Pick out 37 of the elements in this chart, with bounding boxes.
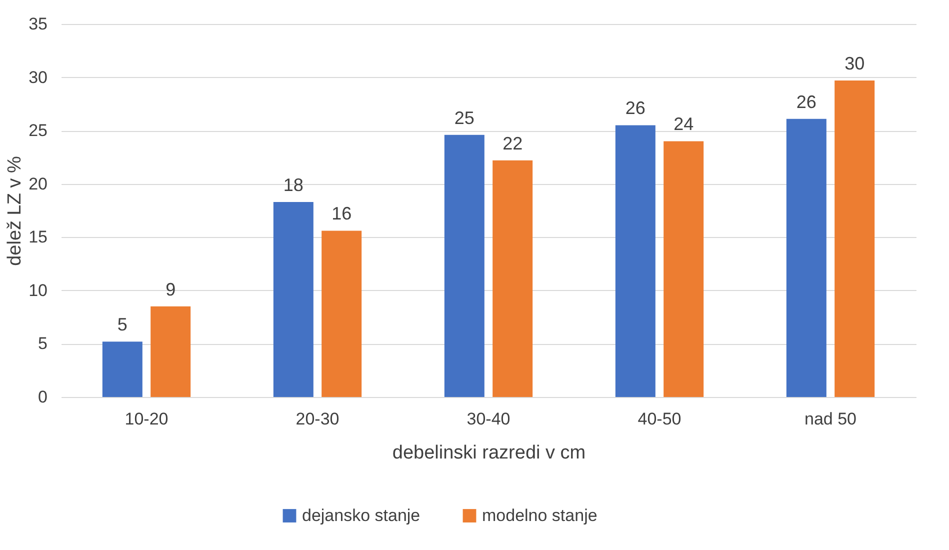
x-tick-label: nad 50 — [804, 410, 856, 428]
x-axis-title: debelinski razredi v cm — [392, 442, 586, 464]
y-axis-title: delež LZ v % — [4, 156, 26, 266]
data-label: 5 — [117, 314, 128, 335]
y-tick-label: 10 — [28, 280, 48, 300]
bar — [615, 125, 656, 397]
data-label: 18 — [283, 174, 304, 195]
x-tick-label: 20-30 — [296, 410, 340, 428]
bar — [664, 141, 704, 397]
bar — [444, 134, 484, 397]
x-tick-label: 40-50 — [638, 410, 682, 428]
bar — [786, 118, 826, 397]
legend-label: dejansko stanje — [302, 506, 420, 525]
data-label: 25 — [454, 108, 474, 128]
bar — [322, 230, 362, 397]
y-tick-label: 20 — [28, 174, 48, 194]
y-tick-label: 0 — [38, 388, 48, 406]
data-label: 26 — [796, 92, 816, 112]
x-tick-label: 10-20 — [124, 410, 168, 428]
legend-label: modelno stanje — [482, 506, 598, 525]
data-label: 16 — [332, 204, 352, 224]
bar — [492, 160, 533, 397]
data-label: 24 — [674, 114, 694, 134]
y-tick-label: 35 — [28, 14, 48, 34]
y-tick-label: 5 — [38, 334, 48, 354]
bar — [273, 202, 314, 397]
y-tick-label: 25 — [28, 121, 48, 140]
x-tick-label: 30-40 — [466, 410, 510, 428]
y-tick-label: 15 — [28, 228, 48, 247]
data-label: 22 — [502, 133, 523, 154]
bar — [834, 80, 875, 397]
data-label: 26 — [625, 98, 646, 118]
bar — [150, 306, 191, 397]
y-tick-label: 30 — [28, 68, 48, 87]
data-label: 30 — [844, 53, 865, 74]
data-label: 9 — [166, 279, 176, 300]
bar — [102, 342, 142, 397]
